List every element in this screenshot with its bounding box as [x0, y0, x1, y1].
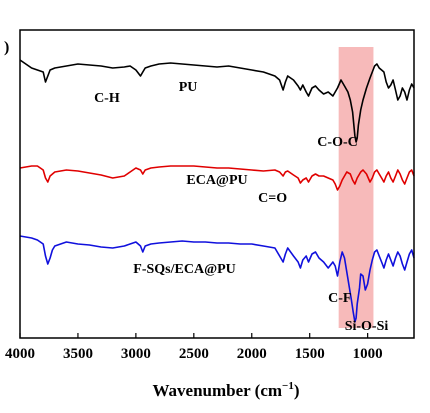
annotation-4: C-F — [328, 291, 351, 306]
series-label-2: ECA@PU — [186, 173, 247, 188]
annotations: C-H C-O-C C=O C-F Si-O-Si — [94, 91, 388, 334]
x-axis-ticks: 4000 3500 3000 2500 2000 1500 1000 — [5, 333, 383, 362]
plot-frame — [19, 29, 415, 339]
annotation-5: Si-O-Si — [345, 319, 389, 334]
series-labels: PU ECA@PU F-SQs/ECA@PU — [133, 80, 247, 277]
x-tick-label-1500: 1500 — [295, 346, 325, 362]
x-tick-label-1000: 1000 — [353, 346, 383, 362]
annotation-3: C=O — [258, 191, 287, 206]
series-label-1: PU — [179, 80, 198, 95]
highlight-band — [338, 47, 374, 328]
series-line-1 — [19, 59, 415, 143]
series-line-2 — [19, 165, 415, 191]
x-axis-label: Wavenumber (cm−1) — [153, 380, 300, 400]
x-tick-label-4000: 4000 — [5, 346, 35, 362]
annotation-1: C-H — [94, 91, 120, 106]
series-line-3 — [19, 235, 415, 323]
x-tick-label-2500: 2500 — [179, 346, 209, 362]
x-tick-label-3500: 3500 — [63, 346, 93, 362]
series-label-3: F-SQs/ECA@PU — [133, 262, 235, 277]
panel-letter: ) — [4, 39, 9, 56]
x-tick-label-2000: 2000 — [237, 346, 267, 362]
x-tick-label-3000: 3000 — [121, 346, 151, 362]
annotation-2: C-O-C — [317, 135, 357, 150]
series-layer — [19, 59, 415, 323]
